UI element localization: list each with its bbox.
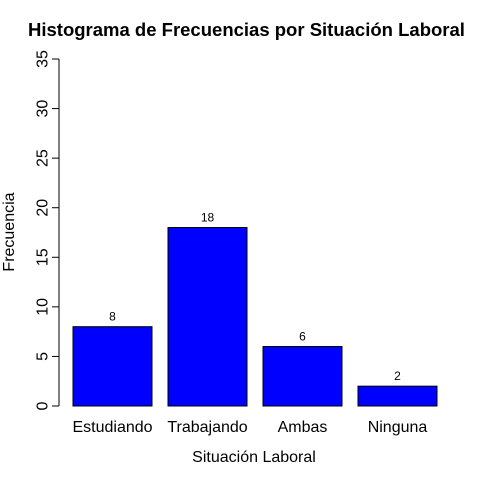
bar bbox=[262, 346, 343, 407]
y-tick-label: 30 bbox=[35, 100, 52, 118]
category-labels: Estudiando Trabajando Ambas Ninguna bbox=[72, 419, 427, 436]
bar-data-label: 18 bbox=[201, 211, 215, 225]
y-tick-label: 35 bbox=[35, 50, 52, 68]
y-tick-label: 0 bbox=[35, 401, 52, 410]
chart-title: Histograma de Frecuencias por Situación … bbox=[28, 19, 465, 40]
y-tick-label: 25 bbox=[35, 149, 52, 167]
bar-data-label: 8 bbox=[109, 310, 116, 324]
y-tick-label: 20 bbox=[35, 199, 52, 217]
y-tick-label: 5 bbox=[35, 352, 52, 361]
bar-data-label: 6 bbox=[299, 330, 306, 344]
x-axis-title: Situación Laboral bbox=[192, 449, 316, 466]
y-axis: 0 5 10 15 20 25 30 35 bbox=[35, 50, 60, 410]
bars-group bbox=[72, 227, 438, 407]
bar bbox=[72, 326, 153, 407]
x-category-label: Ambas bbox=[278, 419, 328, 436]
y-tick-label: 15 bbox=[35, 248, 52, 266]
x-category-label: Ninguna bbox=[368, 419, 428, 436]
x-category-label: Estudiando bbox=[72, 419, 152, 436]
y-axis-title: Frecuencia bbox=[1, 192, 18, 271]
bar-data-label: 2 bbox=[394, 369, 401, 383]
x-category-label: Trabajando bbox=[167, 419, 247, 436]
bar bbox=[167, 227, 248, 407]
data-labels: 8 18 6 2 bbox=[109, 211, 401, 384]
bar bbox=[357, 385, 438, 407]
y-tick-label: 10 bbox=[35, 298, 52, 316]
